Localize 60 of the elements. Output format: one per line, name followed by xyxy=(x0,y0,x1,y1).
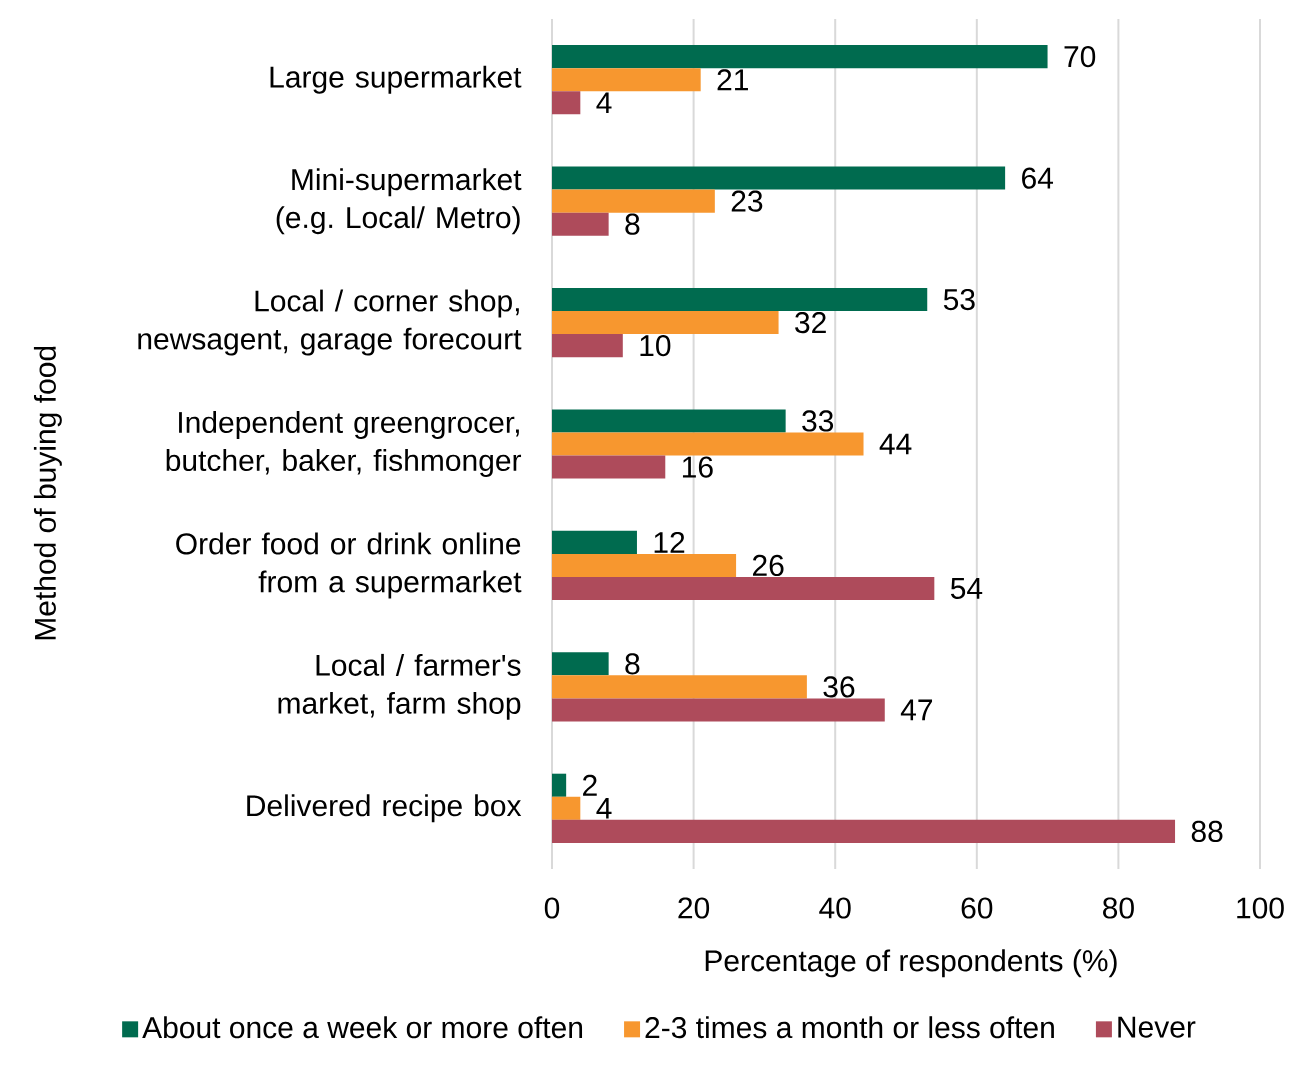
bar xyxy=(552,45,1048,69)
data-label: 47 xyxy=(900,699,933,721)
x-tick-label: 60 xyxy=(961,897,993,919)
bar xyxy=(552,91,581,115)
bar xyxy=(552,675,807,699)
bar xyxy=(552,166,1006,190)
bar xyxy=(552,68,701,92)
data-label: 8 xyxy=(625,213,640,235)
data-label: 33 xyxy=(802,410,834,432)
bar xyxy=(552,311,779,335)
data-label: 23 xyxy=(731,190,763,212)
data-label: 26 xyxy=(752,554,784,577)
legend-label: About once a week or more often xyxy=(142,1016,583,1039)
bar xyxy=(552,796,581,820)
bar xyxy=(552,409,786,433)
bar xyxy=(552,553,737,577)
x-axis-title: Percentage of respondents (%) xyxy=(705,949,1117,978)
y-tick-label: Large supermarket xyxy=(270,65,522,94)
data-label: 53 xyxy=(943,288,975,311)
x-tick-label: 100 xyxy=(1237,897,1284,919)
x-tick-label: 0 xyxy=(544,897,560,919)
legend-label: 2-3 times a month or less often xyxy=(645,1016,1054,1039)
data-label: 54 xyxy=(950,578,983,599)
y-tick-label: Local / farmer's market, farm shop xyxy=(278,653,521,720)
data-label: 12 xyxy=(654,531,685,553)
y-tick-label: Order food or drink online from a supermarket xyxy=(176,532,522,599)
data-label: 8 xyxy=(625,653,640,675)
data-label: 4 xyxy=(596,797,612,819)
legend-label: Never xyxy=(1118,1016,1196,1038)
y-tick-label: Local / corner shop, newsagent, garage forecourt xyxy=(138,289,522,356)
data-label: 36 xyxy=(823,676,855,698)
bar xyxy=(552,189,715,213)
bar xyxy=(552,652,609,676)
data-label: 21 xyxy=(717,69,748,91)
x-tick-label: 40 xyxy=(819,897,851,919)
data-label: 16 xyxy=(682,456,713,478)
data-label: 64 xyxy=(1022,167,1054,189)
data-label: 44 xyxy=(879,433,912,455)
bar xyxy=(552,773,567,797)
bar xyxy=(552,432,864,456)
bar xyxy=(552,819,1176,843)
bar xyxy=(552,455,666,479)
bar xyxy=(552,698,885,722)
y-tick-label: Mini-supermarket (e.g. Local/ Metro) xyxy=(276,168,522,235)
y-axis-title: Method of buying food xyxy=(33,346,62,640)
data-label: 10 xyxy=(640,335,671,357)
x-tick-label: 20 xyxy=(678,897,710,919)
y-tick-label: Delivered recipe box xyxy=(247,794,522,823)
data-label: 88 xyxy=(1191,820,1223,842)
data-label: 70 xyxy=(1064,46,1096,68)
bar xyxy=(552,530,637,554)
bar xyxy=(552,576,935,601)
data-label: 32 xyxy=(795,311,826,334)
y-tick-label: Independent greengrocer, butcher, baker, fishmonger xyxy=(166,411,522,477)
bar xyxy=(552,212,609,236)
bar xyxy=(552,334,623,358)
data-label: 4 xyxy=(596,92,612,114)
data-label: 2 xyxy=(583,774,597,796)
x-tick-label: 80 xyxy=(1103,897,1134,919)
bar xyxy=(552,287,928,312)
